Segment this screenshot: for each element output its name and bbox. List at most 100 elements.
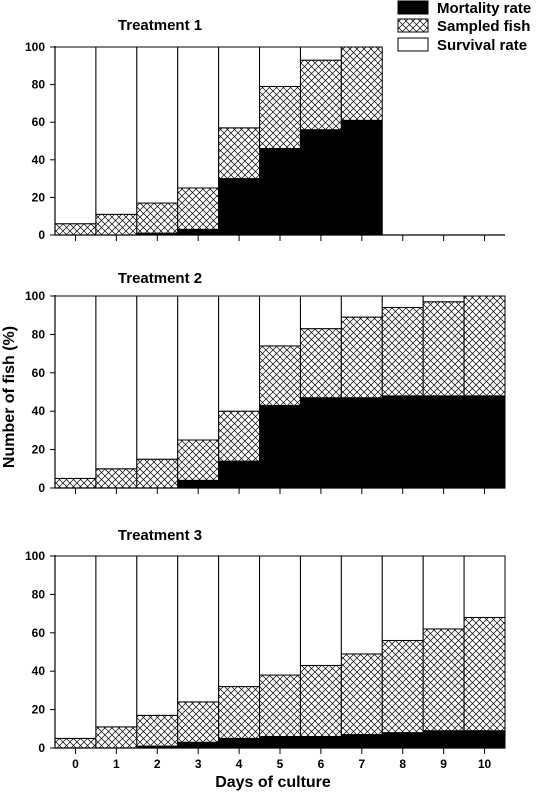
bar-mortality-rate-day-3	[177, 228, 220, 236]
y-tick-label: 40	[32, 153, 46, 167]
bar-survival-rate-day-8	[381, 555, 424, 641]
x-tick-label: 7	[358, 757, 365, 771]
bar-sampled-fish-day-5	[259, 85, 301, 150]
bar-survival-rate-day-5	[259, 46, 301, 87]
y-tick-label: 80	[32, 78, 46, 92]
bar-sampled-fish-day-7	[340, 316, 383, 399]
bar-mortality-rate-day-3	[177, 741, 220, 749]
bar-mortality-rate-day-3	[177, 479, 220, 489]
bar-survival-rate-day-3	[177, 295, 220, 441]
bar-mortality-rate-day-10	[463, 395, 506, 489]
y-tick-label: 100	[25, 549, 45, 563]
bar-sampled-fish-day-4	[218, 127, 261, 180]
x-tick-label: 4	[236, 757, 243, 771]
bar-survival-rate-day-4	[218, 555, 261, 688]
y-tick-label: 80	[32, 327, 46, 341]
bar-survival-rate-day-4	[218, 295, 261, 412]
bar-survival-rate-day-8	[381, 295, 424, 309]
bar-survival-rate-day-7	[340, 555, 383, 655]
bar-mortality-rate-day-7	[340, 397, 383, 489]
y-tick-label: 60	[32, 626, 46, 640]
y-tick-label: 60	[32, 115, 46, 129]
bar-mortality-rate-day-5	[259, 404, 301, 489]
panel-treatment-1: Treatment 1 0 20 40 60 80 100	[25, 17, 505, 242]
legend-label-survival-rate: Survival rate	[437, 37, 527, 54]
panel-title: Treatment 3	[118, 527, 202, 544]
x-tick-label: 3	[195, 757, 202, 771]
bar-sampled-fish-day-2	[136, 202, 179, 234]
bar-sampled-fish-day-6	[299, 59, 342, 131]
bar-survival-rate-day-7	[340, 295, 383, 318]
bar-sampled-fish-day-10	[463, 616, 506, 732]
bar-mortality-rate-day-6	[299, 129, 342, 236]
y-tick-label: 60	[32, 366, 46, 380]
panel-treatment-2: Treatment 2 0 20 40 60 80 100	[25, 270, 506, 495]
bar-sampled-fish-day-2	[136, 714, 179, 747]
bar-sampled-fish-day-6	[299, 328, 342, 399]
bar-mortality-rate-day-6	[299, 735, 342, 749]
bar-survival-rate-day-4	[218, 46, 261, 129]
y-tick-label: 0	[38, 228, 45, 242]
bar-sampled-fish-day-5	[259, 674, 301, 737]
bar-sampled-fish-day-0	[54, 223, 97, 236]
bar-sampled-fish-day-7	[340, 46, 383, 121]
panel-title: Treatment 2	[118, 270, 202, 287]
x-tick-label: 6	[318, 757, 325, 771]
bar-survival-rate-day-10	[463, 555, 506, 618]
bar-sampled-fish-day-7	[340, 653, 383, 736]
bar-survival-rate-day-6	[299, 46, 342, 61]
bar-mortality-rate-day-5	[259, 148, 301, 236]
bar-sampled-fish-day-10	[463, 295, 506, 397]
bar-survival-rate-day-5	[259, 295, 301, 347]
x-tick-label: 2	[154, 757, 161, 771]
bar-mortality-rate-day-8	[381, 395, 424, 489]
bar-survival-rate-day-1	[95, 46, 138, 215]
x-tick-label: 5	[277, 757, 284, 771]
bar-mortality-rate-day-9	[422, 395, 465, 489]
legend-label-mortality-rate: Mortality rate	[437, 0, 531, 17]
bar-sampled-fish-day-8	[381, 639, 424, 734]
bar-survival-rate-day-9	[422, 555, 465, 630]
bar-mortality-rate-day-7	[340, 734, 383, 749]
bar-survival-rate-day-2	[136, 46, 179, 204]
bar-survival-rate-day-0	[54, 555, 97, 739]
bar-sampled-fish-day-6	[299, 664, 342, 737]
y-tick-label: 40	[32, 404, 46, 418]
legend-swatch-sampled-fish	[397, 18, 429, 33]
x-tick-label: 0	[72, 757, 79, 771]
bar-mortality-rate-day-8	[381, 732, 424, 749]
legend-label-sampled-fish: Sampled fish	[437, 18, 530, 35]
bar-sampled-fish-day-4	[218, 410, 261, 462]
y-tick-label: 80	[32, 587, 46, 601]
y-tick-label: 20	[32, 443, 46, 457]
bar-sampled-fish-day-3	[177, 701, 220, 743]
bar-survival-rate-day-2	[136, 295, 179, 460]
bar-survival-rate-day-0	[54, 46, 97, 225]
panel-treatment-3: Treatment 3 0 20 40 60 80 100 0 1 2 3 4 5 6 7 8 9 10	[25, 527, 506, 771]
y-axis-title: Number of fish (%)	[1, 326, 18, 468]
panel-title: Treatment 1	[118, 17, 202, 34]
bar-mortality-rate-day-4	[218, 737, 261, 749]
bar-sampled-fish-day-9	[422, 628, 465, 732]
bar-mortality-rate-day-5	[259, 735, 301, 749]
bar-survival-rate-day-3	[177, 46, 220, 189]
y-tick-label: 100	[25, 289, 45, 303]
y-tick-label: 0	[38, 741, 45, 755]
bar-survival-rate-day-6	[299, 295, 342, 330]
bar-survival-rate-day-9	[422, 295, 465, 303]
bar-mortality-rate-day-7	[340, 119, 383, 236]
x-axis-title: Days of culture	[215, 774, 331, 791]
y-tick-label: 20	[32, 703, 46, 717]
bar-survival-rate-day-6	[299, 555, 342, 666]
x-tick-label: 8	[399, 757, 406, 771]
bar-sampled-fish-day-0	[54, 477, 97, 489]
bar-survival-rate-day-1	[95, 555, 138, 728]
bar-survival-rate-day-0	[54, 295, 97, 479]
bar-sampled-fish-day-5	[259, 345, 301, 406]
bar-sampled-fish-day-1	[95, 726, 138, 749]
y-tick-label: 100	[25, 40, 45, 54]
legend-swatch-mortality-rate	[397, 0, 429, 15]
x-tick-label: 1	[113, 757, 120, 771]
